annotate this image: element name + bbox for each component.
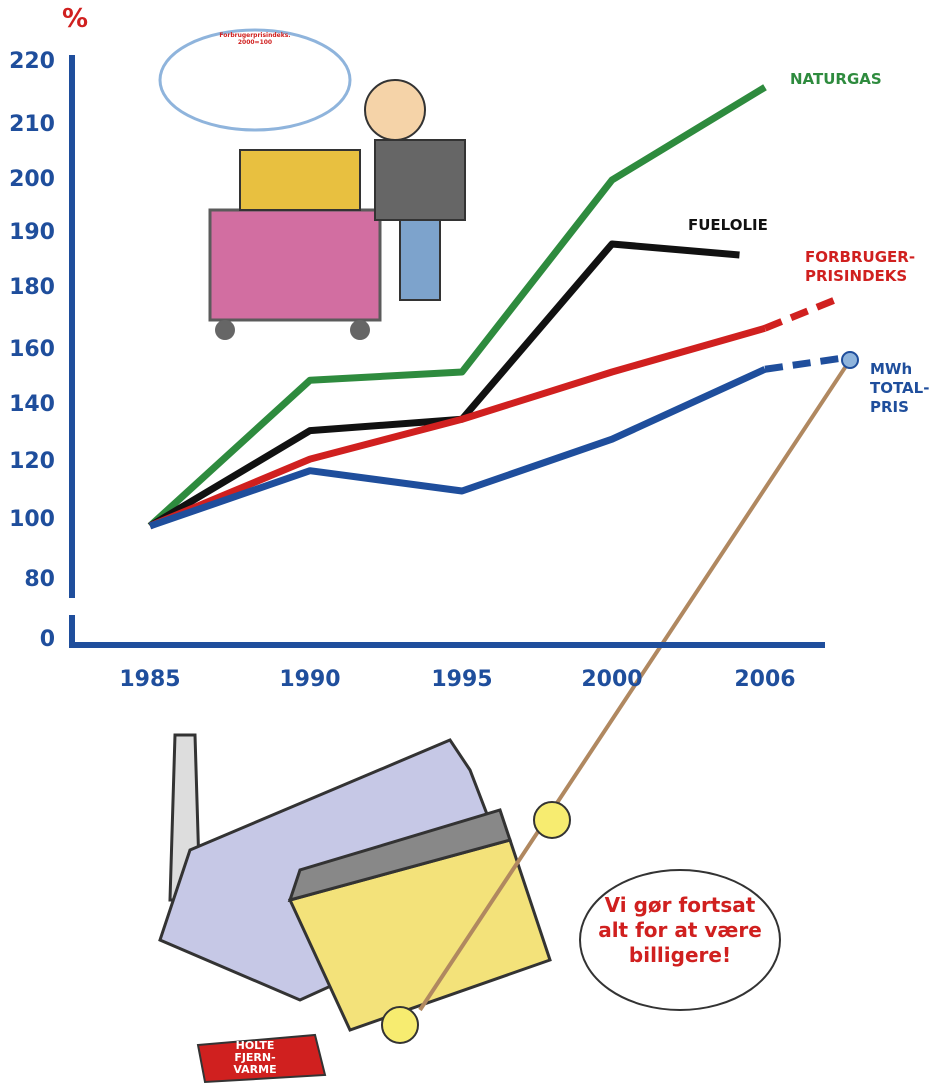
y-tick-label: 160 xyxy=(9,337,55,362)
dashed-extension xyxy=(765,358,842,369)
series-label: MWh TOTAL-PRIS xyxy=(870,360,930,417)
y-tick-label: 200 xyxy=(9,167,55,192)
y-tick-label: 100 xyxy=(9,507,55,532)
x-tick-label: 1995 xyxy=(431,667,492,692)
y-tick-label: 80 xyxy=(24,567,55,592)
unit-label: % xyxy=(62,10,88,29)
x-tick-label: 1990 xyxy=(279,667,340,692)
series-label: FUELOLIE xyxy=(688,216,798,235)
speech-text: Vi gør fortsat alt for at være billigere… xyxy=(595,893,765,968)
page: 0 80 100 120 140 160 180 190 200 210 220 1985 1990 19… xyxy=(0,0,940,1084)
y-tick-label: 0 xyxy=(40,627,55,652)
thought-text: Forbrugerprisindeks. 2000=100 xyxy=(205,32,305,46)
x-tick-label: 2006 xyxy=(734,667,795,692)
y-tick-label: 180 xyxy=(9,275,55,300)
x-tick-label: 2000 xyxy=(581,667,642,692)
data-line xyxy=(150,369,765,526)
y-tick-label: 220 xyxy=(9,49,55,74)
y-tick-label: 140 xyxy=(9,392,55,417)
dashed-extension xyxy=(765,297,842,328)
y-tick-label: 210 xyxy=(9,112,55,137)
y-tick-label: 190 xyxy=(9,220,55,245)
y-tick-label: 120 xyxy=(9,449,55,474)
x-tick-label: 1985 xyxy=(119,667,180,692)
series-label: FORBRUGER-PRISINDEKS xyxy=(805,248,930,286)
chart: 0 80 100 120 140 160 180 190 200 210 220 1985 1990 19… xyxy=(0,0,940,1084)
series-label: NATURGAS xyxy=(790,70,910,89)
sign-text: HOLTE FJERN-VARME xyxy=(215,1040,295,1076)
